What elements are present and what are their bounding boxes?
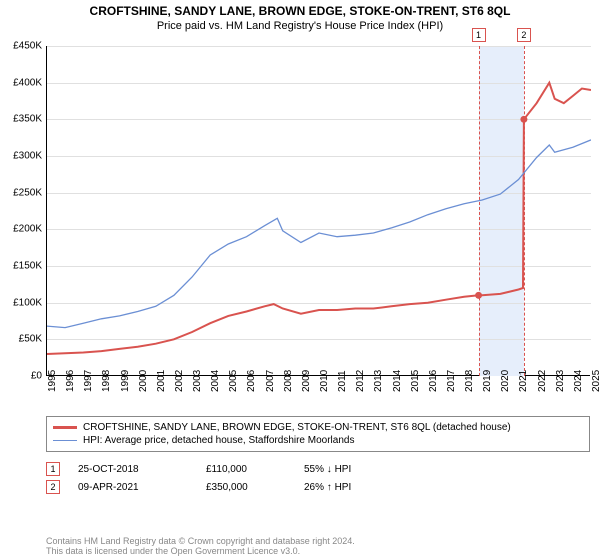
chart-container: CROFTSHINE, SANDY LANE, BROWN EDGE, STOK… bbox=[0, 0, 600, 560]
legend-label: CROFTSHINE, SANDY LANE, BROWN EDGE, STOK… bbox=[83, 422, 511, 433]
x-axis-tick: 2025 bbox=[591, 370, 600, 392]
sale-delta: 55% ↓ HPI bbox=[304, 464, 424, 475]
y-axis-tick: £350K bbox=[0, 114, 42, 125]
y-axis-tick: £250K bbox=[0, 187, 42, 198]
sale-marker: 1 bbox=[472, 28, 486, 42]
legend: CROFTSHINE, SANDY LANE, BROWN EDGE, STOK… bbox=[46, 416, 590, 452]
series-svg bbox=[47, 46, 591, 376]
chart-area: £0£50K£100K£150K£200K£250K£300K£350K£400… bbox=[46, 46, 590, 376]
chart-title: CROFTSHINE, SANDY LANE, BROWN EDGE, STOK… bbox=[0, 0, 600, 18]
legend-swatch bbox=[53, 426, 77, 429]
sale-date: 25-OCT-2018 bbox=[78, 464, 188, 475]
plot-region: £0£50K£100K£150K£200K£250K£300K£350K£400… bbox=[46, 46, 590, 376]
y-axis-tick: £200K bbox=[0, 224, 42, 235]
y-axis-tick: £400K bbox=[0, 77, 42, 88]
legend-swatch bbox=[53, 440, 77, 441]
y-axis-tick: £450K bbox=[0, 41, 42, 52]
sale-price: £110,000 bbox=[206, 464, 286, 475]
sale-row: 1 25-OCT-2018 £110,000 55% ↓ HPI bbox=[46, 460, 590, 478]
legend-row: HPI: Average price, detached house, Staf… bbox=[53, 434, 583, 447]
sale-marker: 2 bbox=[517, 28, 531, 42]
sale-delta: 26% ↑ HPI bbox=[304, 482, 424, 493]
sale-price: £350,000 bbox=[206, 482, 286, 493]
y-axis-tick: £50K bbox=[0, 334, 42, 345]
series-line bbox=[47, 140, 591, 328]
sale-row-marker: 1 bbox=[46, 462, 60, 476]
legend-label: HPI: Average price, detached house, Staf… bbox=[83, 435, 354, 446]
y-axis-tick: £150K bbox=[0, 261, 42, 272]
sale-row: 2 09-APR-2021 £350,000 26% ↑ HPI bbox=[46, 478, 590, 496]
legend-row: CROFTSHINE, SANDY LANE, BROWN EDGE, STOK… bbox=[53, 421, 583, 434]
y-axis-tick: £300K bbox=[0, 151, 42, 162]
sale-point bbox=[520, 116, 527, 123]
y-axis-tick: £100K bbox=[0, 297, 42, 308]
footer-attribution: Contains HM Land Registry data © Crown c… bbox=[46, 536, 590, 556]
sale-date: 09-APR-2021 bbox=[78, 482, 188, 493]
sale-row-marker: 2 bbox=[46, 480, 60, 494]
sales-table: 1 25-OCT-2018 £110,000 55% ↓ HPI 2 09-APR-202… bbox=[46, 460, 590, 496]
footer-line-1: Contains HM Land Registry data © Crown c… bbox=[46, 536, 590, 546]
chart-subtitle: Price paid vs. HM Land Registry's House … bbox=[0, 18, 600, 36]
sale-point bbox=[475, 292, 482, 299]
footer-line-2: This data is licensed under the Open Gov… bbox=[46, 546, 590, 556]
y-axis-tick: £0 bbox=[0, 371, 42, 382]
